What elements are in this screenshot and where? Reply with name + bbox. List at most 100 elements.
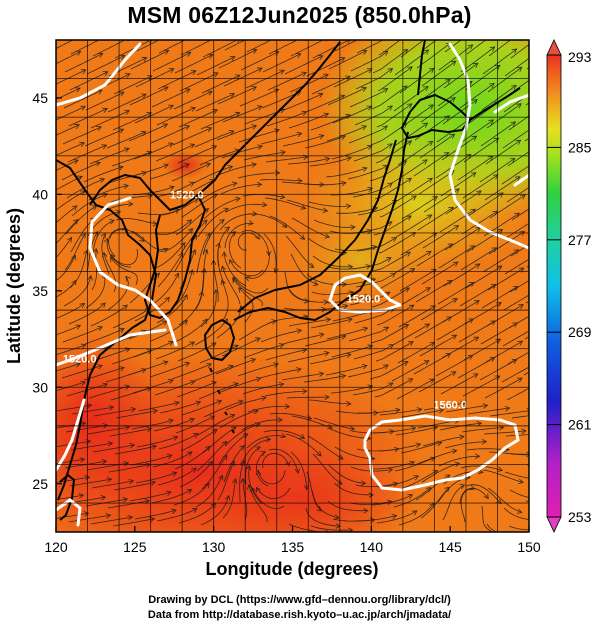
streamline: [328, 50, 367, 70]
streamline: [157, 70, 197, 90]
streamline: [195, 268, 205, 310]
map-title: MSM 06Z12Jun2025 (850.0hPa): [127, 2, 472, 28]
colorbar-gradient: [546, 54, 562, 518]
streamline-arrow: [102, 107, 108, 113]
streamline-arrow: [438, 407, 445, 414]
streamline-arrow: [79, 302, 86, 309]
streamline-arrow: [496, 29, 501, 34]
streamline: [219, 410, 259, 429]
streamline: [158, 40, 186, 54]
streamline: [353, 344, 394, 360]
streamline: [485, 139, 521, 165]
streamline: [371, 494, 413, 506]
x-axis: 120 125 130 135 140 145 150: [44, 526, 541, 555]
streamline: [171, 363, 212, 380]
streamline-arrow: [445, 78, 451, 85]
streamline: [91, 248, 97, 291]
streamline-arrow: [472, 99, 478, 105]
streamline-arrow: [228, 258, 234, 265]
streamline-arrow: [278, 381, 285, 388]
streamline-arrow: [391, 514, 398, 520]
streamline: [355, 68, 393, 90]
streamline: [457, 357, 495, 379]
streamline: [132, 379, 174, 394]
streamline-arrow: [450, 97, 456, 103]
streamline-arrow: [342, 303, 349, 310]
streamline-arrow: [207, 90, 213, 96]
streamline-arrow: [428, 104, 434, 110]
streamline: [155, 143, 195, 162]
streamline: [377, 268, 415, 290]
streamline: [232, 278, 263, 307]
y-tick-label: 25: [32, 476, 48, 492]
colorbar: 293 285 277 269 261 253: [546, 39, 592, 533]
streamline-arrow: [425, 287, 431, 293]
streamline: [218, 433, 249, 465]
streamline: [61, 365, 103, 379]
streamline-arrow: [512, 285, 519, 291]
streamline-arrow: [80, 105, 86, 111]
streamline: [310, 525, 353, 531]
streamline-arrow: [296, 131, 303, 138]
streamline-arrow: [498, 192, 504, 198]
streamline: [356, 237, 397, 252]
streamline: [83, 367, 125, 381]
streamline: [481, 286, 519, 309]
streamline: [151, 489, 192, 504]
streamline-arrow: [225, 494, 231, 501]
streamline-arrow: [165, 490, 172, 496]
streamline-arrow: [322, 207, 329, 214]
streamline-arrow: [361, 125, 367, 131]
streamline-arrow: [382, 87, 389, 94]
streamline-arrow: [66, 236, 73, 243]
streamline-arrow: [471, 135, 478, 141]
streamline-arrow: [261, 395, 267, 402]
streamline: [240, 51, 279, 71]
streamline-arrow: [74, 123, 81, 129]
streamline-arrow: [216, 399, 223, 405]
streamline-arrow: [230, 426, 237, 432]
streamline: [267, 72, 307, 91]
streamline-arrow: [538, 106, 543, 111]
streamline-arrow: [482, 403, 489, 409]
streamline: [136, 40, 160, 52]
streamline-arrow: [473, 336, 480, 342]
streamline: [110, 248, 138, 266]
streamline-arrow: [386, 257, 392, 263]
streamline: [421, 60, 457, 87]
streamline-arrow: [386, 499, 393, 505]
streamline: [56, 512, 89, 519]
streamline: [217, 461, 235, 501]
streamline: [378, 40, 401, 56]
streamline: [398, 503, 435, 526]
streamline: [374, 378, 413, 398]
streamline-arrow: [204, 482, 210, 489]
streamline: [108, 228, 128, 257]
streamline-arrow: [162, 123, 169, 129]
streamline-arrow: [406, 140, 413, 146]
streamline-arrow: [496, 265, 503, 271]
streamline-arrow: [206, 363, 212, 369]
streamline-arrow: [224, 226, 230, 232]
streamline-arrow: [174, 400, 180, 406]
streamline-arrow: [394, 407, 401, 414]
streamline-arrow: [162, 247, 169, 253]
streamline-arrow: [516, 103, 522, 109]
streamline: [178, 503, 216, 524]
streamline: [465, 64, 501, 91]
streamline-arrow: [97, 364, 103, 370]
streamline-arrow: [100, 495, 107, 501]
streamline-arrow: [187, 228, 194, 234]
streamline: [90, 304, 128, 327]
streamline: [438, 455, 480, 467]
streamline: [225, 203, 267, 213]
streamline-arrow: [430, 32, 435, 37]
streamline-arrow: [454, 461, 461, 467]
streamline-arrow: [474, 263, 481, 269]
streamline-arrow: [323, 112, 330, 118]
streamline-arrow: [237, 40, 240, 43]
streamline: [374, 177, 412, 200]
streamline-arrow: [124, 384, 131, 390]
streamline-arrow: [129, 442, 136, 449]
streamline-arrow: [465, 153, 472, 160]
